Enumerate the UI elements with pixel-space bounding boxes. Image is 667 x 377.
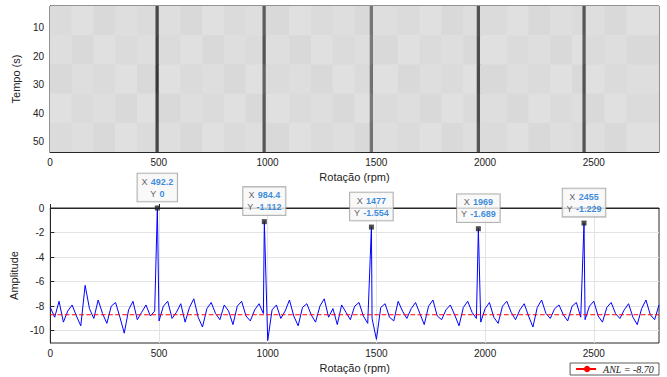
svg-text:X: X: [141, 176, 148, 187]
svg-text:-2: -2: [35, 227, 44, 238]
svg-text:-4: -4: [35, 252, 44, 263]
svg-text:40: 40: [33, 108, 45, 119]
svg-text:Y: Y: [247, 202, 254, 213]
svg-text:Amplitude: Amplitude: [8, 251, 20, 300]
svg-text:Y: Y: [460, 209, 467, 220]
svg-text:X: X: [463, 197, 470, 208]
svg-text:Y: Y: [566, 203, 573, 214]
svg-text:-10: -10: [30, 325, 45, 336]
svg-text:-1.112: -1.112: [256, 202, 281, 212]
svg-text:Tempo (s): Tempo (s): [10, 55, 22, 104]
svg-text:ANL = -8.70: ANL = -8.70: [602, 364, 654, 375]
svg-text:1969: 1969: [473, 197, 493, 207]
svg-text:984.4: 984.4: [258, 190, 281, 200]
svg-text:X: X: [248, 190, 255, 201]
svg-text:50: 50: [33, 136, 45, 147]
svg-text:0: 0: [39, 203, 45, 214]
svg-text:1000: 1000: [256, 157, 279, 168]
svg-text:2000: 2000: [474, 157, 497, 168]
svg-text:1500: 1500: [365, 157, 388, 168]
svg-text:Y: Y: [354, 207, 360, 218]
svg-text:1500: 1500: [365, 348, 388, 359]
svg-text:-1.689: -1.689: [470, 209, 496, 219]
svg-text:1000: 1000: [257, 348, 280, 359]
svg-text:20: 20: [33, 51, 45, 62]
svg-text:0: 0: [160, 189, 165, 199]
svg-text:-6: -6: [35, 276, 44, 287]
svg-text:Y: Y: [150, 188, 157, 199]
svg-text:X: X: [356, 195, 363, 206]
svg-text:2455: 2455: [579, 192, 599, 202]
svg-text:-1.229: -1.229: [576, 204, 602, 214]
svg-text:2500: 2500: [583, 348, 606, 359]
svg-text:0: 0: [47, 157, 53, 168]
svg-text:1477: 1477: [366, 196, 386, 206]
svg-text:500: 500: [150, 157, 167, 168]
svg-text:2000: 2000: [474, 348, 497, 359]
svg-text:10: 10: [33, 22, 45, 33]
svg-text:-8: -8: [35, 301, 44, 312]
svg-text:500: 500: [151, 348, 168, 359]
svg-text:492.2: 492.2: [151, 177, 174, 187]
svg-text:2500: 2500: [583, 157, 606, 168]
svg-text:Rotação (rpm): Rotação (rpm): [319, 171, 389, 183]
svg-text:30: 30: [33, 79, 45, 90]
svg-text:X: X: [569, 191, 576, 202]
svg-text:0: 0: [48, 348, 54, 359]
svg-text:-1.554: -1.554: [363, 208, 389, 218]
svg-text:Rotação (rpm): Rotação (rpm): [320, 362, 390, 374]
